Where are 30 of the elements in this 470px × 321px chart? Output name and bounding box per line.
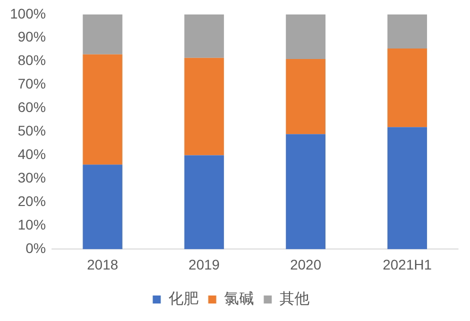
x-tick-label: 2020	[290, 256, 322, 272]
y-tick-label: 10%	[18, 216, 46, 233]
y-tick-label: 70%	[18, 76, 46, 92]
legend-label: 氯碱	[224, 289, 254, 308]
legend-label: 其他	[279, 289, 310, 308]
bar	[184, 58, 224, 156]
legend-label: 化肥	[168, 289, 198, 308]
y-tick-label: 0%	[26, 240, 46, 256]
y-tick-label: 100%	[10, 5, 46, 22]
bar	[387, 48, 428, 128]
bar	[387, 127, 428, 250]
y-tick-label: 40%	[18, 146, 46, 162]
bar	[184, 14, 224, 58]
x-tick-label: 2019	[188, 256, 220, 272]
y-tick-label: 90%	[18, 28, 46, 45]
y-tick-label: 60%	[18, 99, 46, 116]
bar	[286, 59, 326, 134]
bar	[82, 54, 122, 165]
bar	[82, 14, 122, 54]
bar	[286, 14, 326, 60]
x-tick-label: 2018	[87, 256, 118, 272]
y-tick-label: 80%	[18, 52, 46, 68]
y-tick-label: 50%	[18, 122, 46, 139]
x-tick-label: 2021H1	[382, 256, 432, 272]
y-tick-label: 20%	[18, 193, 46, 210]
y-tick-label: 30%	[18, 170, 46, 186]
bar	[286, 134, 326, 250]
bar	[184, 155, 224, 250]
bar	[82, 164, 122, 250]
bar	[387, 14, 428, 48]
